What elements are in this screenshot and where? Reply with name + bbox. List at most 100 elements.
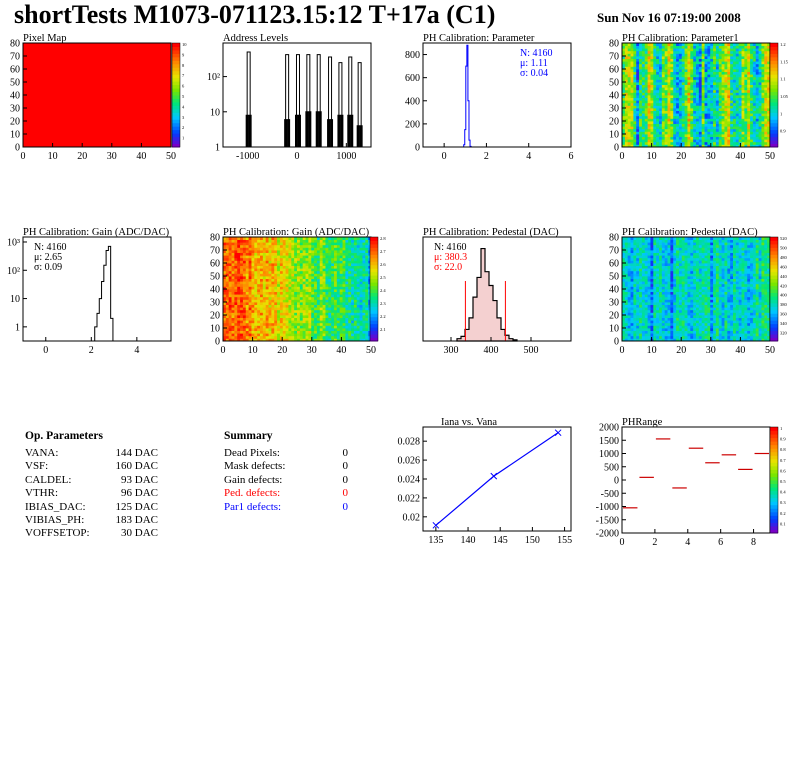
heatmap-cell <box>715 53 720 57</box>
heatmap-cell <box>294 315 298 318</box>
heatmap-cell <box>277 270 281 274</box>
heatmap-cell <box>268 270 272 274</box>
heatmap-cell <box>644 281 649 285</box>
heatmap-cell <box>274 281 278 285</box>
heatmap-cell <box>308 252 312 256</box>
heatmap <box>622 43 771 148</box>
heatmap-cell <box>644 322 649 326</box>
heatmap-cell <box>285 281 289 285</box>
heatmap-cell <box>345 270 349 274</box>
heatmap-cell <box>650 278 654 282</box>
heatmap-cell <box>650 121 654 124</box>
heatmap-cell <box>701 69 705 72</box>
heatmap-cell <box>641 66 646 70</box>
heatmap-cell <box>647 281 651 285</box>
heatmap-cell <box>684 126 688 130</box>
heatmap-cell <box>644 56 649 59</box>
heatmap-cell <box>288 317 292 321</box>
heatmap-cell <box>336 330 341 334</box>
heatmap-cell <box>764 131 768 135</box>
heatmap-cell <box>254 250 258 253</box>
heatmap-cell <box>228 320 232 324</box>
heatmap-cell <box>676 76 680 80</box>
heatmap-cell <box>262 247 267 251</box>
heatmap-cell <box>710 105 714 109</box>
heatmap-cell <box>282 312 287 316</box>
heatmap-cell <box>670 66 674 70</box>
heatmap-cell <box>316 250 321 253</box>
heatmap-cell <box>342 273 346 277</box>
heatmap-cell <box>721 134 725 137</box>
heatmap-cell <box>639 115 643 119</box>
color-scale-step <box>370 289 378 293</box>
heatmap-cell <box>673 84 677 88</box>
heatmap-cell <box>288 252 292 256</box>
heatmap-cell <box>690 89 694 93</box>
heatmap-cell <box>348 268 352 272</box>
heatmap-cell <box>661 134 666 137</box>
heatmap-cell <box>237 273 241 277</box>
heatmap-cell <box>755 113 760 117</box>
heatmap-cell <box>641 121 646 124</box>
heatmap-cell <box>231 237 235 240</box>
heatmap-cell <box>744 56 748 59</box>
heatmap-cell <box>356 242 361 246</box>
heatmap-cell <box>342 333 346 337</box>
heatmap-cell <box>758 71 762 75</box>
color-scale-step <box>172 112 180 117</box>
heatmap-cell <box>630 268 634 272</box>
heatmap-cell <box>767 136 771 140</box>
heatmap-cell <box>265 286 269 290</box>
heatmap-cell <box>630 286 634 290</box>
heatmap-cell <box>750 43 754 46</box>
color-scale-step <box>370 306 378 311</box>
x-tick-label: 4 <box>134 345 139 356</box>
heatmap-cell <box>277 278 281 282</box>
heatmap-cell <box>630 244 634 248</box>
heatmap-cell <box>676 89 680 93</box>
heatmap-cell <box>316 315 321 318</box>
heatmap-cell <box>707 92 711 96</box>
heatmap-cell <box>282 263 287 266</box>
heatmap-cell <box>299 312 304 316</box>
heatmap-cell <box>738 61 742 65</box>
heatmap-cell <box>260 322 264 326</box>
heatmap-cell <box>331 239 335 243</box>
heatmap-cell <box>639 123 643 127</box>
heatmap-cell <box>630 302 634 305</box>
heatmap-cell <box>279 304 284 308</box>
heatmap-cell <box>305 250 309 253</box>
heatmap-cell <box>738 74 742 78</box>
heatmap-cell <box>721 108 725 111</box>
heatmap-cell <box>721 50 725 54</box>
heatmap-cell <box>636 255 640 259</box>
heatmap-cell <box>764 45 768 49</box>
heatmap-cell <box>353 252 358 256</box>
heatmap-cell <box>673 56 677 59</box>
heatmap-cell <box>308 260 312 264</box>
heatmap-cell <box>223 325 227 329</box>
heatmap-cell <box>262 237 267 240</box>
heatmap-cell <box>288 333 292 337</box>
heatmap-cell <box>710 123 714 127</box>
heatmap-cell <box>365 289 369 292</box>
heatmap-cell <box>362 244 366 248</box>
heatmap-cell <box>647 315 651 318</box>
heatmap-cell <box>687 48 691 52</box>
heatmap-cell <box>733 118 737 122</box>
heatmap-cell <box>339 296 343 300</box>
heatmap-cell <box>650 291 654 295</box>
heatmap-cell <box>673 108 677 111</box>
heatmap-cell <box>351 335 355 339</box>
heatmap-cell <box>733 126 737 130</box>
heatmap-cell <box>755 115 760 119</box>
heatmap-cell <box>251 325 255 329</box>
heatmap-cell <box>630 328 634 331</box>
heatmap-cell <box>308 325 312 329</box>
heatmap-cell <box>735 113 740 117</box>
heatmap-cell <box>764 121 768 124</box>
heatmap-cell <box>277 252 281 256</box>
heatmap-cell <box>342 257 346 261</box>
heatmap-cell <box>738 66 742 70</box>
heatmap-cell <box>302 239 306 243</box>
